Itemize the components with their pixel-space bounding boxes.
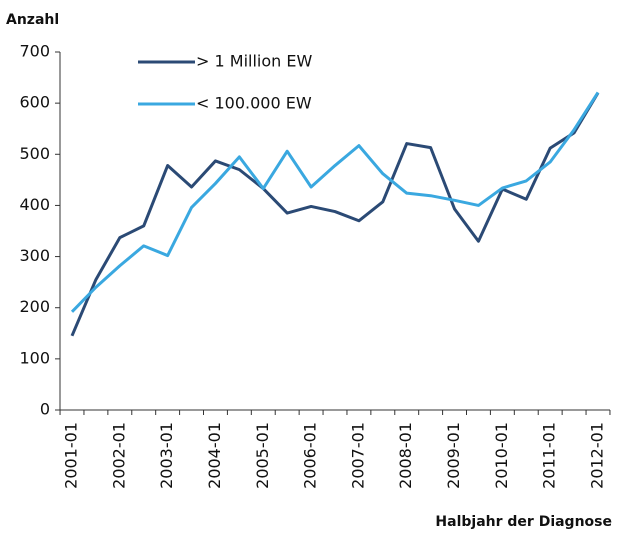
legend-label: < 100.000 EW bbox=[196, 94, 312, 113]
x-tick-label: 2004-01 bbox=[205, 422, 224, 489]
y-tick-label: 600 bbox=[19, 93, 50, 112]
x-tick-label: 2006-01 bbox=[301, 422, 320, 489]
x-tick-label: 2011-01 bbox=[540, 422, 559, 489]
y-tick-label: 200 bbox=[19, 297, 50, 316]
x-tick-label: 2001-01 bbox=[62, 422, 81, 489]
y-tick-label: 300 bbox=[19, 246, 50, 265]
y-axis-title: Anzahl bbox=[6, 12, 59, 28]
y-tick-label: 0 bbox=[40, 400, 50, 419]
y-tick-label: 700 bbox=[19, 42, 50, 61]
series-line bbox=[70, 92, 600, 337]
x-tick-label: 2003-01 bbox=[157, 422, 176, 489]
x-tick-label: 2005-01 bbox=[253, 422, 272, 489]
x-tick-label: 2009-01 bbox=[444, 422, 463, 489]
series-line bbox=[70, 91, 600, 313]
x-tick-label: 2010-01 bbox=[492, 422, 511, 489]
legend-label: > 1 Million EW bbox=[196, 52, 312, 71]
x-axis-title: Halbjahr der Diagnose bbox=[435, 514, 612, 530]
x-tick-label: 2008-01 bbox=[396, 422, 415, 489]
y-tick-label: 100 bbox=[19, 348, 50, 367]
x-tick-label: 2012-01 bbox=[588, 422, 607, 489]
y-tick-label: 400 bbox=[19, 195, 50, 214]
x-tick-label: 2002-01 bbox=[109, 422, 128, 489]
y-tick-label: 500 bbox=[19, 144, 50, 163]
x-tick-label: 2007-01 bbox=[348, 422, 367, 489]
